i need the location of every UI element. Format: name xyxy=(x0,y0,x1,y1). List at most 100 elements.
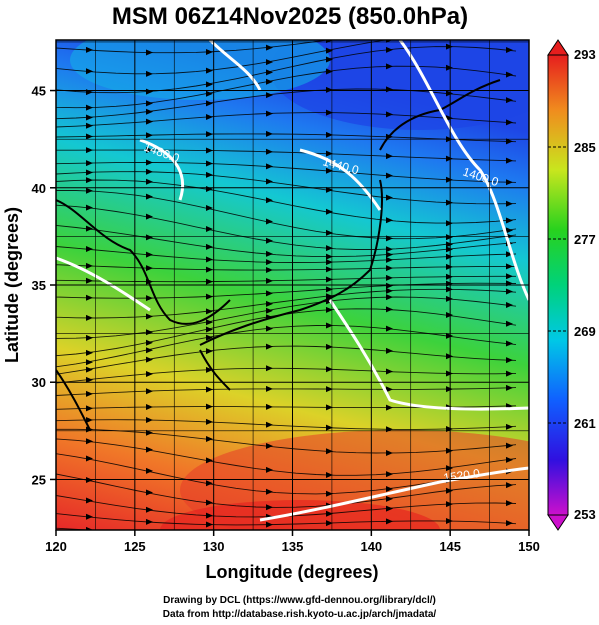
streamline-arrow xyxy=(206,499,213,506)
streamline xyxy=(56,288,517,319)
streamline-arrow xyxy=(86,359,93,366)
streamline-arrow xyxy=(206,67,213,74)
streamline-arrow xyxy=(206,386,213,393)
streamline-arrow xyxy=(506,537,513,543)
streamline xyxy=(56,473,517,508)
streamline xyxy=(56,325,517,368)
streamline-arrow xyxy=(206,348,213,355)
streamline-arrow xyxy=(446,518,453,525)
streamline-arrow xyxy=(86,122,93,129)
colorbar-tick-label: 277 xyxy=(574,232,596,247)
streamline-arrow xyxy=(326,109,333,116)
streamline-arrow xyxy=(326,131,333,138)
streamline-arrow xyxy=(386,325,393,332)
x-tick-label: 145 xyxy=(439,539,461,554)
streamline-arrow xyxy=(326,322,333,329)
colorbar-ticks: 253 261 269 277 285 293 xyxy=(548,47,596,522)
contour-1480 xyxy=(139,138,185,201)
streamline-arrow xyxy=(206,308,213,315)
streamline-arrow xyxy=(86,405,93,412)
contour-1400 xyxy=(398,40,529,301)
streamline xyxy=(56,367,517,384)
streamline-arrow xyxy=(146,178,153,185)
streamline xyxy=(56,204,517,250)
x-tick-label: 150 xyxy=(518,539,540,554)
streamline-arrow xyxy=(86,46,93,53)
streamline-arrow xyxy=(86,334,93,341)
streamline-arrow xyxy=(86,455,93,462)
streamline-arrow xyxy=(266,403,273,410)
streamline-arrow xyxy=(266,365,273,372)
streamline-arrow xyxy=(146,416,153,423)
streamline xyxy=(56,179,517,224)
streamline-arrow xyxy=(506,456,513,463)
y-tick-label: 30 xyxy=(32,375,46,390)
streamline-arrow xyxy=(146,132,153,139)
streamline-arrow xyxy=(146,518,153,525)
streamline-arrow xyxy=(446,30,453,36)
streamline-arrow xyxy=(266,521,273,528)
contour-label-1520: 1520.0 xyxy=(442,466,481,485)
streamline-arrow xyxy=(146,429,153,436)
streamline-arrow xyxy=(326,471,333,478)
streamline xyxy=(56,419,517,430)
streamline-arrow xyxy=(266,466,273,473)
streamline-arrow xyxy=(266,110,273,117)
streamline-arrow xyxy=(86,476,93,483)
streamline-arrow xyxy=(506,442,513,449)
streamline-arrow xyxy=(86,160,93,167)
streamline-arrow xyxy=(146,168,153,175)
streamline-arrow xyxy=(266,218,273,225)
streamline-arrow xyxy=(386,495,393,502)
streamline-arrow xyxy=(386,153,393,160)
streamline-arrow xyxy=(146,370,153,377)
streamline-arrow xyxy=(206,90,213,97)
streamline-arrow xyxy=(86,246,93,253)
streamline-arrow xyxy=(146,213,153,220)
streamline-arrow xyxy=(326,448,333,455)
x-tick-label: 120 xyxy=(45,539,67,554)
streamline-arrow xyxy=(506,71,513,78)
x-tick-label: 140 xyxy=(360,539,382,554)
cool-air-region xyxy=(70,40,330,100)
colorbar: 253 261 269 277 285 293 xyxy=(547,39,596,531)
streamline xyxy=(56,162,517,183)
streamline-arrow xyxy=(506,384,513,391)
streamline-arrow xyxy=(86,349,93,356)
streamline-arrow xyxy=(86,376,93,383)
streamline-arrow xyxy=(386,368,393,375)
streamline-arrow xyxy=(386,533,393,539)
streamline-arrow xyxy=(206,266,213,273)
streamline xyxy=(56,224,517,258)
streamline-arrow xyxy=(206,512,213,519)
streamline xyxy=(56,40,330,54)
streamline-arrow xyxy=(446,312,453,319)
x-tick-label: 130 xyxy=(203,539,225,554)
hot-air-region xyxy=(160,500,440,530)
streamline xyxy=(56,149,517,162)
streamline-arrow xyxy=(146,506,153,513)
x-tick-label: 125 xyxy=(124,539,146,554)
streamline xyxy=(56,171,517,205)
streamline-arrow xyxy=(386,347,393,354)
y-axis-ticks: 25 30 35 40 45 xyxy=(32,84,56,487)
streamline-arrow xyxy=(266,290,273,297)
streamline-arrow xyxy=(446,447,453,454)
streamline-arrow xyxy=(386,246,393,253)
streamline-arrow xyxy=(206,403,213,410)
streamline-arrow xyxy=(86,294,93,301)
streamline-arrow xyxy=(386,471,393,478)
streamline-arrow xyxy=(506,200,513,207)
streamline-arrow xyxy=(386,194,393,201)
streamline-arrow xyxy=(386,265,393,272)
streamline-arrow xyxy=(206,319,213,326)
streamline-arrow xyxy=(506,482,513,489)
streamline-arrow xyxy=(206,256,213,263)
cold-air-region xyxy=(270,40,529,130)
streamline-arrow xyxy=(446,386,453,393)
streamline-arrow xyxy=(506,227,513,234)
streamline-arrow xyxy=(146,265,153,272)
streamline-arrow xyxy=(326,293,333,300)
streamline-arrow xyxy=(146,159,153,166)
